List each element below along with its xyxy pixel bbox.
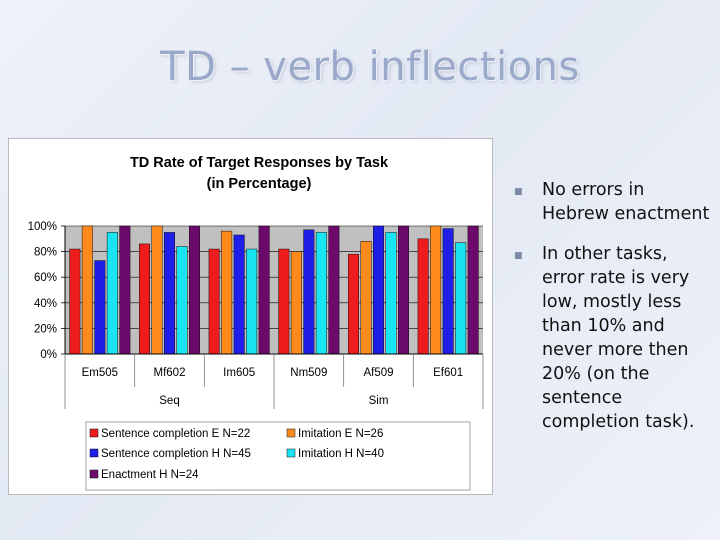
bar-mf602-series-4 bbox=[176, 246, 188, 355]
legend-label: Imitation E N=26 bbox=[298, 428, 383, 440]
x-category-label: Af509 bbox=[363, 367, 393, 379]
bar-ef601-series-2 bbox=[430, 225, 442, 355]
legend-swatch bbox=[89, 448, 99, 458]
bullet-text: No errors in Hebrew enactment bbox=[542, 180, 710, 224]
legend-label: Sentence completion H N=45 bbox=[101, 448, 251, 460]
plot-area bbox=[65, 226, 483, 354]
bar-af509-series-3 bbox=[373, 225, 384, 355]
bar-nm509-series-4 bbox=[315, 232, 327, 355]
legend-swatch bbox=[89, 428, 99, 438]
y-tick-label: 80% bbox=[34, 247, 57, 259]
y-tick-label: 60% bbox=[34, 272, 57, 284]
bar-em505-series-1 bbox=[69, 248, 81, 355]
bar-im605-series-4 bbox=[246, 248, 258, 355]
x-category-label: Nm509 bbox=[290, 367, 327, 379]
bar-mf602-series-3 bbox=[164, 232, 175, 355]
bar-nm509-series-5 bbox=[328, 225, 340, 355]
legend-box bbox=[85, 421, 471, 491]
legend-swatch bbox=[286, 428, 296, 438]
legend-swatch bbox=[286, 448, 296, 458]
bar-em505-series-3 bbox=[94, 260, 106, 355]
y-tick-label: 0% bbox=[40, 349, 57, 361]
chart-subtitle: (in Percentage) bbox=[207, 176, 312, 192]
bar-em505-series-5 bbox=[119, 225, 131, 355]
bar-im605-series-1 bbox=[208, 248, 220, 355]
x-category-label: Ef601 bbox=[433, 367, 463, 379]
x-group-label: Seq bbox=[159, 395, 179, 407]
legend-label: Imitation H N=40 bbox=[298, 448, 384, 460]
x-group-label: Sim bbox=[369, 395, 389, 407]
x-category-label: Mf602 bbox=[154, 367, 186, 379]
chart-frame: TD Rate of Target Responses by Task (in … bbox=[8, 138, 493, 495]
chart-title: TD Rate of Target Responses by Task bbox=[130, 155, 389, 171]
bar-em505-series-4 bbox=[106, 232, 118, 355]
bullet-list: ■ No errors in Hebrew enactment ■ In oth… bbox=[514, 178, 714, 450]
bar-nm509-series-3 bbox=[303, 229, 315, 355]
y-tick-label: 100% bbox=[28, 221, 57, 233]
y-tick-label: 20% bbox=[34, 323, 57, 335]
bullet-square-icon: ■ bbox=[514, 187, 523, 197]
bar-af509-series-2 bbox=[360, 241, 372, 355]
bar-ef601-series-3 bbox=[442, 228, 454, 355]
bar-nm509-series-2 bbox=[290, 251, 302, 355]
bar-af509-series-1 bbox=[348, 253, 359, 355]
bar-af509-series-5 bbox=[398, 225, 409, 355]
bar-nm509-series-1 bbox=[278, 248, 290, 355]
bullet-square-icon: ■ bbox=[514, 251, 523, 261]
bar-mf602-series-2 bbox=[151, 225, 163, 355]
bar-mf602-series-5 bbox=[189, 225, 200, 355]
y-tick-label: 40% bbox=[34, 298, 57, 310]
bar-im605-series-3 bbox=[233, 234, 245, 355]
bullet-item: ■ No errors in Hebrew enactment bbox=[514, 178, 714, 226]
legend-label: Enactment H N=24 bbox=[101, 469, 199, 481]
bar-ef601-series-5 bbox=[467, 225, 479, 355]
bar-mf602-series-1 bbox=[139, 243, 150, 355]
bar-im605-series-2 bbox=[221, 230, 233, 355]
legend-label: Sentence completion E N=22 bbox=[101, 428, 250, 440]
bullet-item: ■ In other tasks, error rate is very low… bbox=[514, 242, 714, 434]
bar-ef601-series-4 bbox=[455, 242, 467, 355]
x-category-label: Em505 bbox=[82, 367, 118, 379]
bullet-text: In other tasks, error rate is very low, … bbox=[542, 244, 695, 432]
bar-em505-series-2 bbox=[81, 225, 93, 355]
bar-chart: TD Rate of Target Responses by Task (in … bbox=[28, 155, 484, 491]
bar-ef601-series-1 bbox=[417, 238, 429, 355]
bar-af509-series-4 bbox=[385, 232, 397, 355]
bar-im605-series-5 bbox=[258, 225, 270, 355]
legend-swatch bbox=[89, 469, 99, 479]
slide-title: TD – verb inflections bbox=[160, 44, 580, 90]
x-category-label: Im605 bbox=[223, 367, 255, 379]
